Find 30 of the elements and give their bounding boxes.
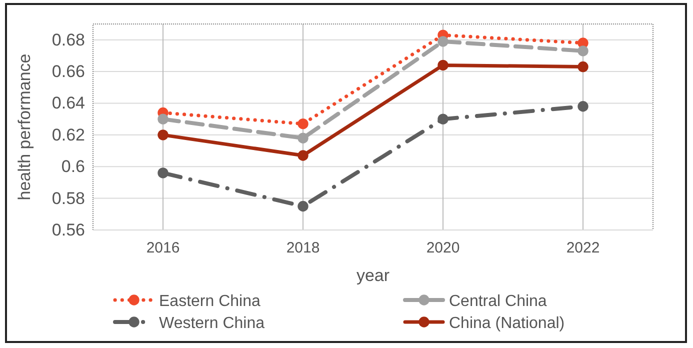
- x-tick-label: 2022: [566, 240, 600, 257]
- y-tick-label: 0.58: [52, 188, 85, 208]
- x-tick-label: 2016: [146, 240, 180, 257]
- y-tick-label: 0.64: [52, 94, 85, 113]
- y-axis-title: health performance: [15, 54, 34, 200]
- point: [298, 150, 308, 161]
- point: [438, 114, 448, 124]
- x-tick-label: 2020: [426, 240, 460, 257]
- legend-label: Western China: [159, 315, 265, 332]
- x-tick-label: 2018: [286, 240, 320, 257]
- point: [158, 114, 168, 124]
- point: [298, 200, 308, 212]
- x-axis-title: year: [356, 266, 390, 285]
- point: [438, 36, 448, 47]
- y-tick-label: 0.62: [52, 125, 85, 144]
- point: [158, 130, 168, 140]
- legend-label: China (National): [449, 315, 565, 332]
- y-tick-label: 0.56: [52, 220, 85, 240]
- y-tick-label: 0.68: [52, 30, 85, 50]
- point: [438, 60, 448, 71]
- point: [578, 46, 588, 56]
- y-tick-label: 0.6: [61, 157, 85, 176]
- point: [578, 61, 588, 72]
- point: [578, 101, 588, 112]
- point: [158, 168, 168, 178]
- legend-label: Central China: [449, 293, 547, 310]
- y-tick-label: 0.66: [52, 62, 85, 81]
- point: [298, 118, 308, 130]
- point: [298, 132, 308, 144]
- legend-label: Eastern China: [159, 293, 260, 310]
